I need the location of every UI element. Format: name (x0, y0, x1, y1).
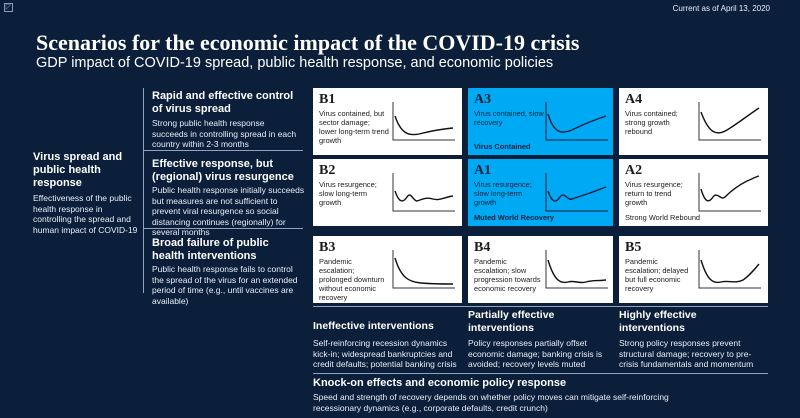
row-description-2: Public health response initially succeed… (152, 185, 305, 237)
scenario-code: A3 (474, 92, 492, 107)
scenario-cell-b2: B2 Virus resurgence; slow long-term grow… (313, 159, 462, 226)
gdp-curve-icon (698, 102, 761, 141)
scenario-text: Virus contained, but sector damage; lowe… (319, 109, 389, 145)
scenario-code: A1 (474, 163, 492, 178)
scenario-cell-a1: A1 Virus resurgence; slow long-term grow… (468, 159, 613, 226)
left-axis-heading: Virus spread and public health response (33, 151, 123, 189)
scenario-cell-a3: A3 Virus contained, slow recovery Virus … (468, 88, 613, 155)
row-description-1: Strong public health response succeeds i… (152, 118, 297, 149)
scenario-text: Virus contained, slow recovery (474, 109, 544, 127)
gdp-curve-icon (392, 250, 455, 289)
gdp-curve-icon (392, 173, 455, 212)
scenario-code: B3 (319, 240, 336, 255)
scenario-code: B5 (625, 240, 642, 255)
footer-description: Speed and strength of recovery depends o… (313, 392, 669, 413)
scenario-label: Strong World Rebound (625, 213, 701, 222)
gdp-curve-icon (392, 102, 455, 141)
gdp-curve-icon (698, 173, 761, 212)
column-description-2: Policy responses partially offset econom… (468, 338, 603, 369)
row-divider-1 (143, 150, 303, 151)
column-heading-2: Partially effective interventions (468, 309, 555, 334)
scenario-text: Virus contained; strong growth rebound (625, 109, 678, 136)
left-axis-description: Effectiveness of the public health respo… (33, 193, 138, 235)
row-heading-2: Effective response, but (regional) virus… (152, 158, 294, 183)
row-heading-1: Rapid and effective control of virus spr… (152, 90, 294, 115)
scenario-code: A4 (625, 92, 643, 107)
scenario-code: B1 (319, 92, 336, 107)
scenario-cell-a2: A2 Virus resurgence; return to trend gro… (619, 159, 768, 226)
scenario-label: Virus Contained (474, 142, 531, 151)
scenario-cell-b1: B1 Virus contained, but sector damage; l… (313, 88, 462, 155)
scenario-text: Virus resurgence; return to trend growth (625, 180, 683, 207)
left-axis-divider (143, 88, 144, 293)
scenario-text: Pandemic escalation; slow progression to… (474, 257, 541, 293)
row-description-3: Public health response fails to control … (152, 264, 298, 306)
gdp-curve-icon (545, 173, 608, 212)
gdp-curve-icon (698, 250, 761, 289)
row-divider-2 (143, 228, 303, 229)
footer-heading: Knock-on effects and economic policy res… (313, 377, 567, 389)
page-title: Scenarios for the economic impact of the… (36, 30, 580, 55)
scenario-cell-a4: A4 Virus contained; strong growth reboun… (619, 88, 768, 155)
row-heading-3: Broad failure of public health intervent… (152, 237, 269, 262)
scenario-text: Pandemic escalation; delayed but full ec… (625, 257, 689, 293)
gdp-curve-icon (545, 102, 608, 141)
scenario-text: Pandemic escalation; prolonged downturn … (319, 257, 385, 302)
column-description-3: Strong policy responses prevent structur… (619, 338, 754, 369)
scenario-text: Virus resurgence; slow long-term growth (474, 180, 532, 207)
footer-divider (313, 373, 768, 374)
scenario-cell-b3: B3 Pandemic escalation; prolonged downtu… (313, 236, 462, 303)
column-heading-1: Ineffective interventions (313, 320, 434, 332)
column-heading-3: Highly effective interventions (619, 309, 697, 334)
column-description-1: Self-reinforcing recession dynamics kick… (313, 338, 457, 369)
scenario-code: A2 (625, 163, 643, 178)
scenario-label: Muted World Recovery (474, 213, 554, 222)
scenario-code: B2 (319, 163, 336, 178)
column-axis-divider (313, 306, 768, 307)
scenario-text: Virus resurgence; slow long-term growth (319, 180, 377, 207)
current-date: Current as of April 13, 2020 (672, 4, 770, 13)
scenario-code: B4 (474, 240, 491, 255)
scenario-cell-b4: B4 Pandemic escalation; slow progression… (468, 236, 613, 303)
scenario-cell-b5: B5 Pandemic escalation; delayed but full… (619, 236, 768, 303)
window-corner-icon: ◸ (4, 3, 13, 12)
page-subtitle: GDP impact of COVID-19 spread, public he… (36, 55, 554, 71)
gdp-curve-icon (545, 250, 608, 289)
